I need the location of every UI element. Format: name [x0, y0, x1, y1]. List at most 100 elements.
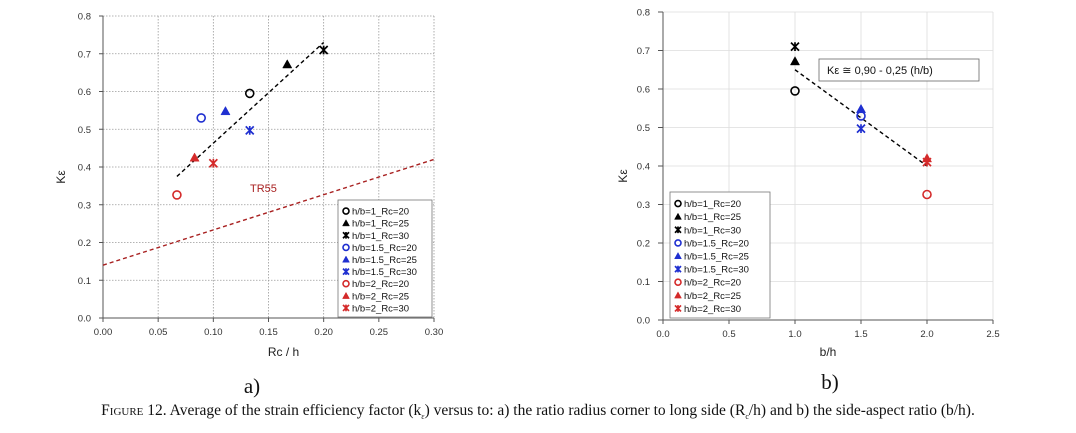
legend-label: h/b=1_Rc=30 [352, 231, 409, 242]
legend-marker [674, 212, 682, 220]
data-point [856, 124, 866, 134]
legend-marker [342, 304, 350, 312]
legend-label: h/b=2_Rc=25 [352, 291, 409, 302]
y-tick-label: 0.8 [78, 12, 91, 23]
x-tick-label: 1.0 [788, 329, 801, 340]
legend-marker [674, 239, 682, 247]
y-tick-label: 0.0 [637, 316, 650, 327]
x-axis-label: Rc / h [268, 345, 299, 359]
y-tick-label: 0.4 [637, 162, 650, 173]
legend-label: h/b=1.5_Rc=20 [352, 243, 417, 254]
data-point [282, 59, 293, 69]
y-tick-label: 0.1 [637, 277, 650, 288]
x-tick-label: 0.05 [149, 327, 168, 338]
data-point [855, 103, 867, 113]
legend-box [337, 199, 433, 318]
x-tick-label: 0.5 [722, 329, 735, 340]
legend-label: h/b=2_Rc=25 [684, 291, 741, 302]
y-tick-label: 0.5 [78, 125, 91, 136]
legend-marker [342, 291, 350, 299]
legend-label: h/b=1.5_Rc=30 [684, 265, 749, 276]
x-tick-label: 0.10 [204, 327, 223, 338]
x-tick-label: 0.20 [314, 327, 333, 338]
legend-label: h/b=1_Rc=30 [684, 225, 741, 236]
panel-label: a) [244, 374, 260, 398]
figure-canvas: 0.0 0.1 0.2 0.3 0.4 0.5 0.6 0.7 0.8 0.00 0.05 0.10 0… [54, 8, 1000, 399]
legend-marker [674, 265, 682, 273]
data-point [245, 125, 255, 135]
x-tick-label: 2.0 [920, 329, 933, 340]
legend-marker [674, 252, 682, 260]
y-tick-label: 0.7 [78, 49, 91, 60]
legend-marker [674, 278, 682, 287]
legend-marker [342, 231, 350, 239]
data-point [922, 157, 932, 167]
y-tick-label: 0.1 [78, 276, 91, 287]
data-point [789, 56, 801, 66]
y-tick-label: 0.3 [637, 200, 650, 211]
legend-label: h/b=1.5_Rc=25 [352, 255, 417, 266]
x-tick-label: 0.30 [425, 327, 444, 338]
legend-marker [342, 207, 350, 215]
y-tick-label: 0.6 [637, 85, 650, 96]
legend-marker [342, 279, 350, 288]
data-point [172, 190, 182, 200]
y-tick-label: 0.7 [637, 46, 650, 57]
data-point [790, 86, 800, 96]
caption-sub-2: c [745, 412, 749, 422]
legend-marker [342, 255, 350, 263]
tr55-line [102, 158, 435, 266]
caption-text-2: ) versus to: a) the ratio radius corner … [424, 402, 746, 419]
legend-marker [342, 268, 350, 276]
data-point [196, 113, 206, 123]
x-tick-label: 0.00 [94, 327, 113, 338]
data-point [319, 45, 329, 55]
x-tick-label: 2.5 [986, 329, 999, 340]
trend-line [794, 69, 928, 167]
legend-marker [342, 243, 350, 252]
y-tick-label: 0.5 [637, 123, 650, 134]
x-tick-label: 0.25 [370, 327, 389, 338]
x-tick-label: 0.0 [656, 329, 669, 340]
y-axis-label: Kε [616, 169, 630, 183]
data-point [208, 158, 218, 168]
caption-prefix: Figure 12. [101, 402, 167, 419]
legend-marker [342, 219, 350, 227]
trend-line [176, 41, 325, 177]
caption-text-1: Average of the strain efficiency factor … [166, 402, 422, 419]
equation-box [818, 58, 980, 82]
data-point [790, 42, 800, 52]
legend-label: h/b=2_Rc=30 [352, 303, 409, 314]
x-axis-label: b/h [820, 345, 837, 359]
y-tick-label: 0.2 [637, 239, 650, 250]
chart-a: 0.0 0.1 0.2 0.3 0.4 0.5 0.6 0.7 0.8 0.00 0.05 0.10 0… [54, 12, 443, 399]
legend-label: h/b=1_Rc=25 [352, 219, 409, 230]
legend-label: h/b=1_Rc=25 [684, 212, 741, 223]
legend-label: h/b=1_Rc=20 [352, 207, 409, 218]
legend-label: h/b=2_Rc=30 [684, 304, 741, 315]
caption-sub-1: ε [421, 412, 425, 422]
figure-caption: Figure 12. Average of the strain efficie… [0, 402, 1076, 421]
y-tick-label: 0.4 [78, 163, 91, 174]
legend-marker [674, 304, 682, 313]
chart-b: 0.0 0.1 0.2 0.3 0.4 0.5 0.6 0.7 0.8 0.0 0.5 1.0 1.5 2… [616, 8, 1000, 395]
legend-box [669, 191, 771, 319]
y-tick-label: 0.0 [78, 314, 91, 325]
data-point [189, 152, 200, 162]
equation-text: Kε ≅ 0,90 - 0,25 (h/b) [827, 65, 933, 77]
legend-marker [674, 199, 682, 208]
x-tick-label: 0.15 [259, 327, 278, 338]
legend-label: h/b=1.5_Rc=25 [684, 252, 749, 263]
legend-marker [674, 226, 682, 234]
data-point [220, 106, 231, 116]
y-tick-label: 0.6 [78, 87, 91, 98]
legend-label: h/b=1.5_Rc=30 [352, 267, 417, 278]
y-tick-label: 0.2 [78, 238, 91, 249]
legend-label: h/b=2_Rc=20 [684, 278, 741, 289]
y-tick-label: 0.3 [78, 200, 91, 211]
caption-text-3: /h) and b) the side-aspect ratio (b/h). [748, 402, 975, 419]
tr55-label: TR55 [250, 183, 277, 195]
legend-label: h/b=2_Rc=20 [352, 279, 409, 290]
legend-label: h/b=1_Rc=20 [684, 199, 741, 210]
y-tick-label: 0.8 [637, 8, 650, 19]
